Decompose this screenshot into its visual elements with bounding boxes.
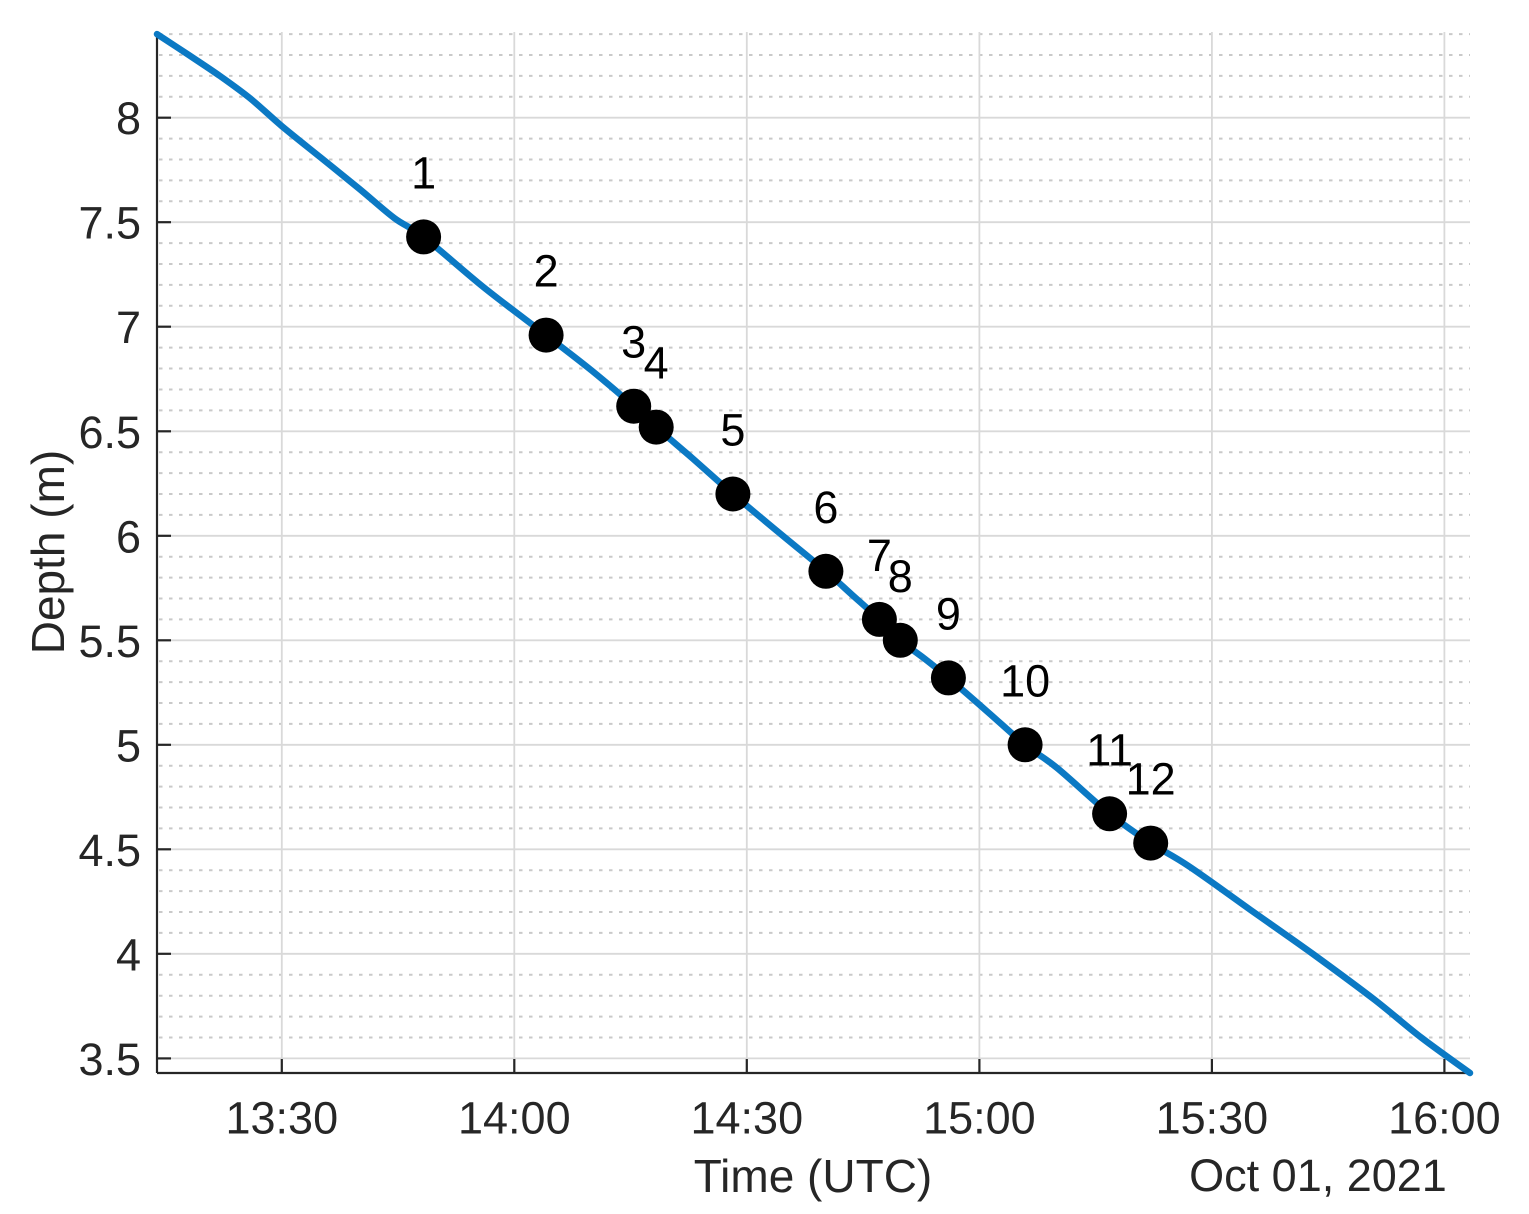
- y-tick-label: 7: [116, 302, 141, 353]
- station-dot: [638, 409, 674, 445]
- station-dot: [406, 219, 442, 255]
- x-tick-label: 15:00: [923, 1093, 1036, 1144]
- station-label: 11: [1086, 724, 1133, 775]
- major-grid: [157, 32, 1470, 1073]
- x-tick-label: 15:30: [1156, 1093, 1269, 1144]
- station-label: 1: [411, 147, 436, 198]
- station-dot: [715, 476, 751, 512]
- axis-date-label: Oct 01, 2021: [1189, 1150, 1447, 1201]
- y-tick-label: 6.5: [78, 407, 141, 458]
- y-tick-label: 3.5: [78, 1034, 141, 1085]
- axis-ticks: [157, 116, 1446, 1073]
- y-tick-label: 4.5: [78, 825, 141, 876]
- y-axis-label: Depth (m): [22, 449, 74, 655]
- station-dot: [882, 622, 918, 658]
- y-tick-label: 4: [116, 929, 141, 980]
- station-dot: [930, 660, 966, 696]
- y-tick-label: 5: [116, 720, 141, 771]
- y-tick-label: 6: [116, 511, 141, 562]
- station-label: 6: [813, 482, 838, 533]
- station-label: 12: [1126, 754, 1176, 805]
- y-tick-label: 5.5: [78, 616, 141, 667]
- station-dot: [808, 553, 844, 589]
- station-dot: [616, 388, 652, 424]
- y-tick-label: 8: [116, 93, 141, 144]
- station-label: 8: [888, 551, 913, 602]
- station-label: 3: [621, 317, 646, 368]
- x-tick-label: 13:30: [225, 1093, 338, 1144]
- station-label: 4: [644, 338, 669, 389]
- station-dot: [1007, 727, 1043, 763]
- station-dot: [528, 317, 564, 353]
- station-label: 7: [867, 530, 892, 581]
- x-tick-label: 14:30: [690, 1093, 803, 1144]
- x-axis-label: Time (UTC): [693, 1150, 933, 1202]
- depth-curve: [153, 30, 1474, 1077]
- station-label: 10: [1000, 655, 1050, 706]
- station-label: 2: [534, 246, 559, 297]
- station-label: 5: [720, 405, 745, 456]
- station-dot: [1133, 825, 1169, 861]
- x-tick-label: 16:00: [1388, 1093, 1501, 1144]
- station-label: 9: [936, 588, 961, 639]
- x-tick-label: 14:00: [458, 1093, 571, 1144]
- station-dot: [1092, 796, 1128, 832]
- y-tick-label: 7.5: [78, 198, 141, 249]
- minor-grid: [159, 33, 1470, 1039]
